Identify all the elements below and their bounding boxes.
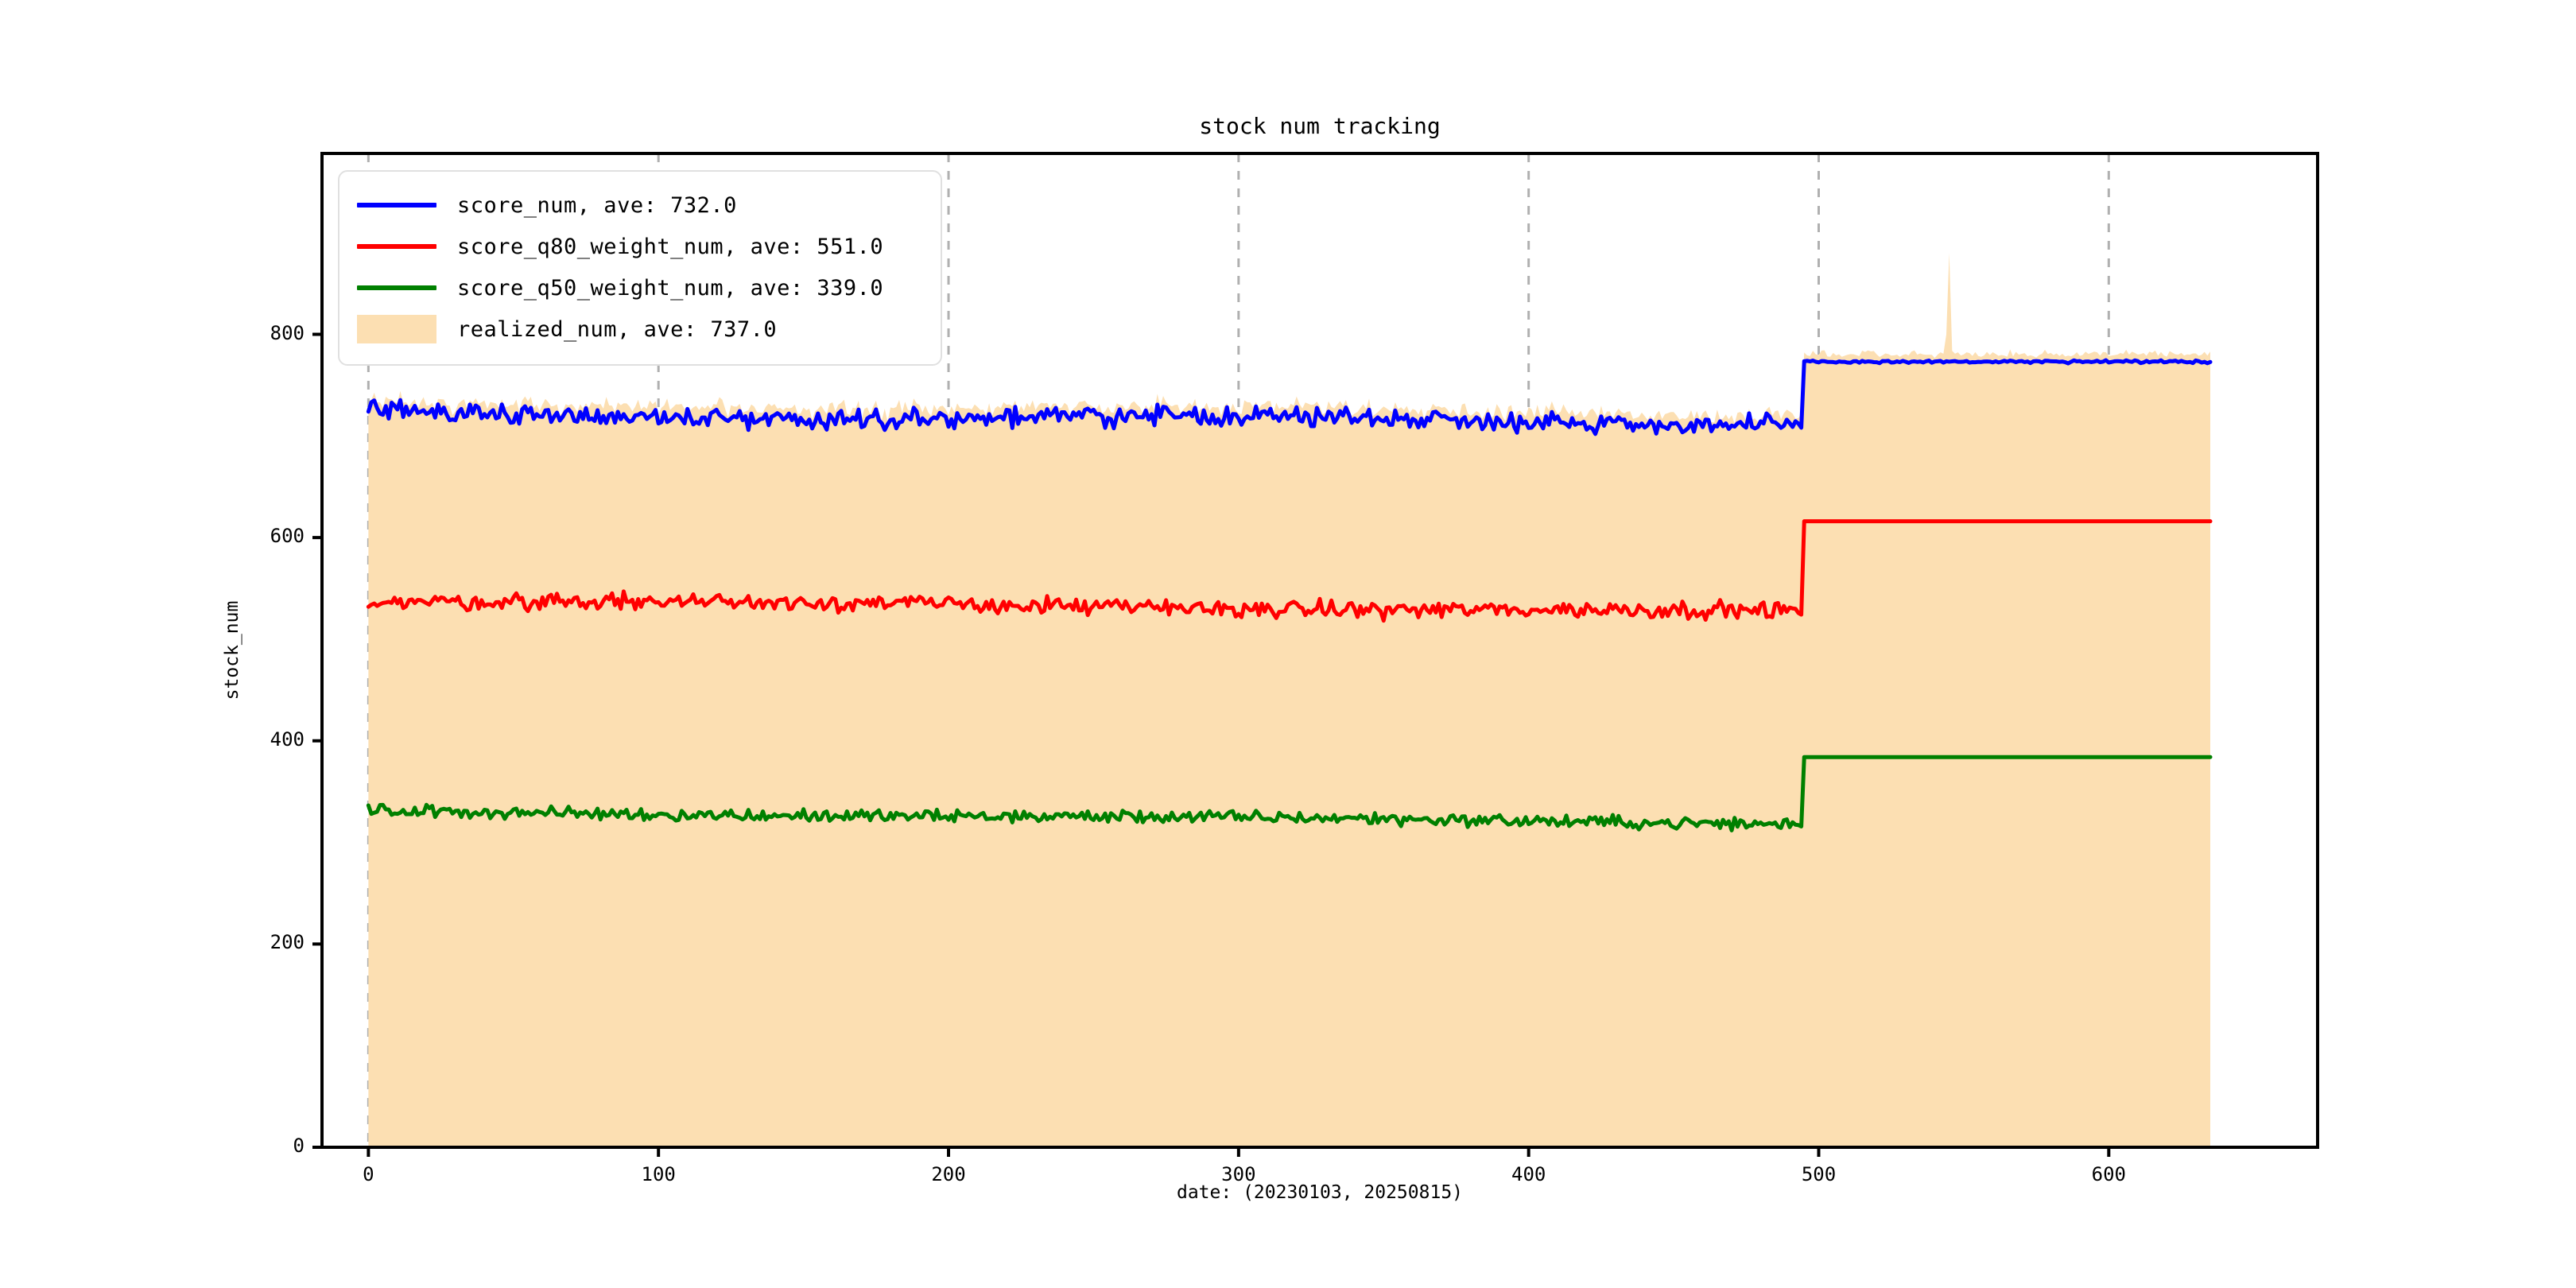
series-line-score-q80-weight-num: [366, 519, 2213, 623]
x-tick-label: 500: [1801, 1163, 1837, 1185]
legend-item: score_q50_weight_num, ave: 339.0: [357, 267, 923, 308]
legend-label-score-num: score_num, ave: 732.0: [457, 192, 737, 218]
y-tick-label: 0: [293, 1135, 305, 1157]
x-tick-label: 300: [1221, 1163, 1256, 1185]
legend-swatch-score-q80-weight-num: [357, 244, 436, 249]
legend-swatch-realized-num: [357, 315, 436, 343]
chart-legend: score_num, ave: 732.0 score_q80_weight_n…: [338, 170, 942, 366]
y-axis-label: stock_num: [222, 600, 242, 700]
legend-label-score-q80-weight-num: score_q80_weight_num, ave: 551.0: [457, 234, 884, 259]
legend-item: score_q80_weight_num, ave: 551.0: [357, 226, 923, 267]
x-tick-label: 100: [641, 1163, 676, 1185]
y-tick-label: 400: [270, 727, 305, 751]
series-line-score-q50-weight-num: [366, 755, 2213, 832]
chart-title: stock num tracking: [1199, 113, 1441, 139]
series-area-realized-num: [368, 253, 2211, 1147]
y-tick-label: 600: [270, 525, 305, 548]
x-axis-label: date: (20230103, 20250815): [1176, 1182, 1464, 1203]
x-tick-label: 400: [1511, 1163, 1546, 1185]
legend-label-score-q50-weight-num: score_q50_weight_num, ave: 339.0: [457, 275, 884, 301]
y-tick-label: 200: [270, 931, 305, 954]
legend-item: score_num, ave: 732.0: [357, 184, 923, 226]
series-line-score-num: [366, 358, 2213, 436]
y-tick-label: 800: [270, 321, 305, 344]
x-tick-label: 600: [2091, 1163, 2126, 1185]
legend-swatch-score-num: [357, 203, 436, 208]
axes-frame: [320, 152, 2319, 1149]
x-tick-label: 0: [363, 1163, 374, 1185]
legend-item: realized_num, ave: 737.0: [357, 308, 923, 350]
x-tick-label: 200: [931, 1163, 966, 1185]
legend-label-realized-num: realized_num, ave: 737.0: [457, 316, 778, 342]
legend-swatch-score-q50-weight-num: [357, 285, 436, 290]
